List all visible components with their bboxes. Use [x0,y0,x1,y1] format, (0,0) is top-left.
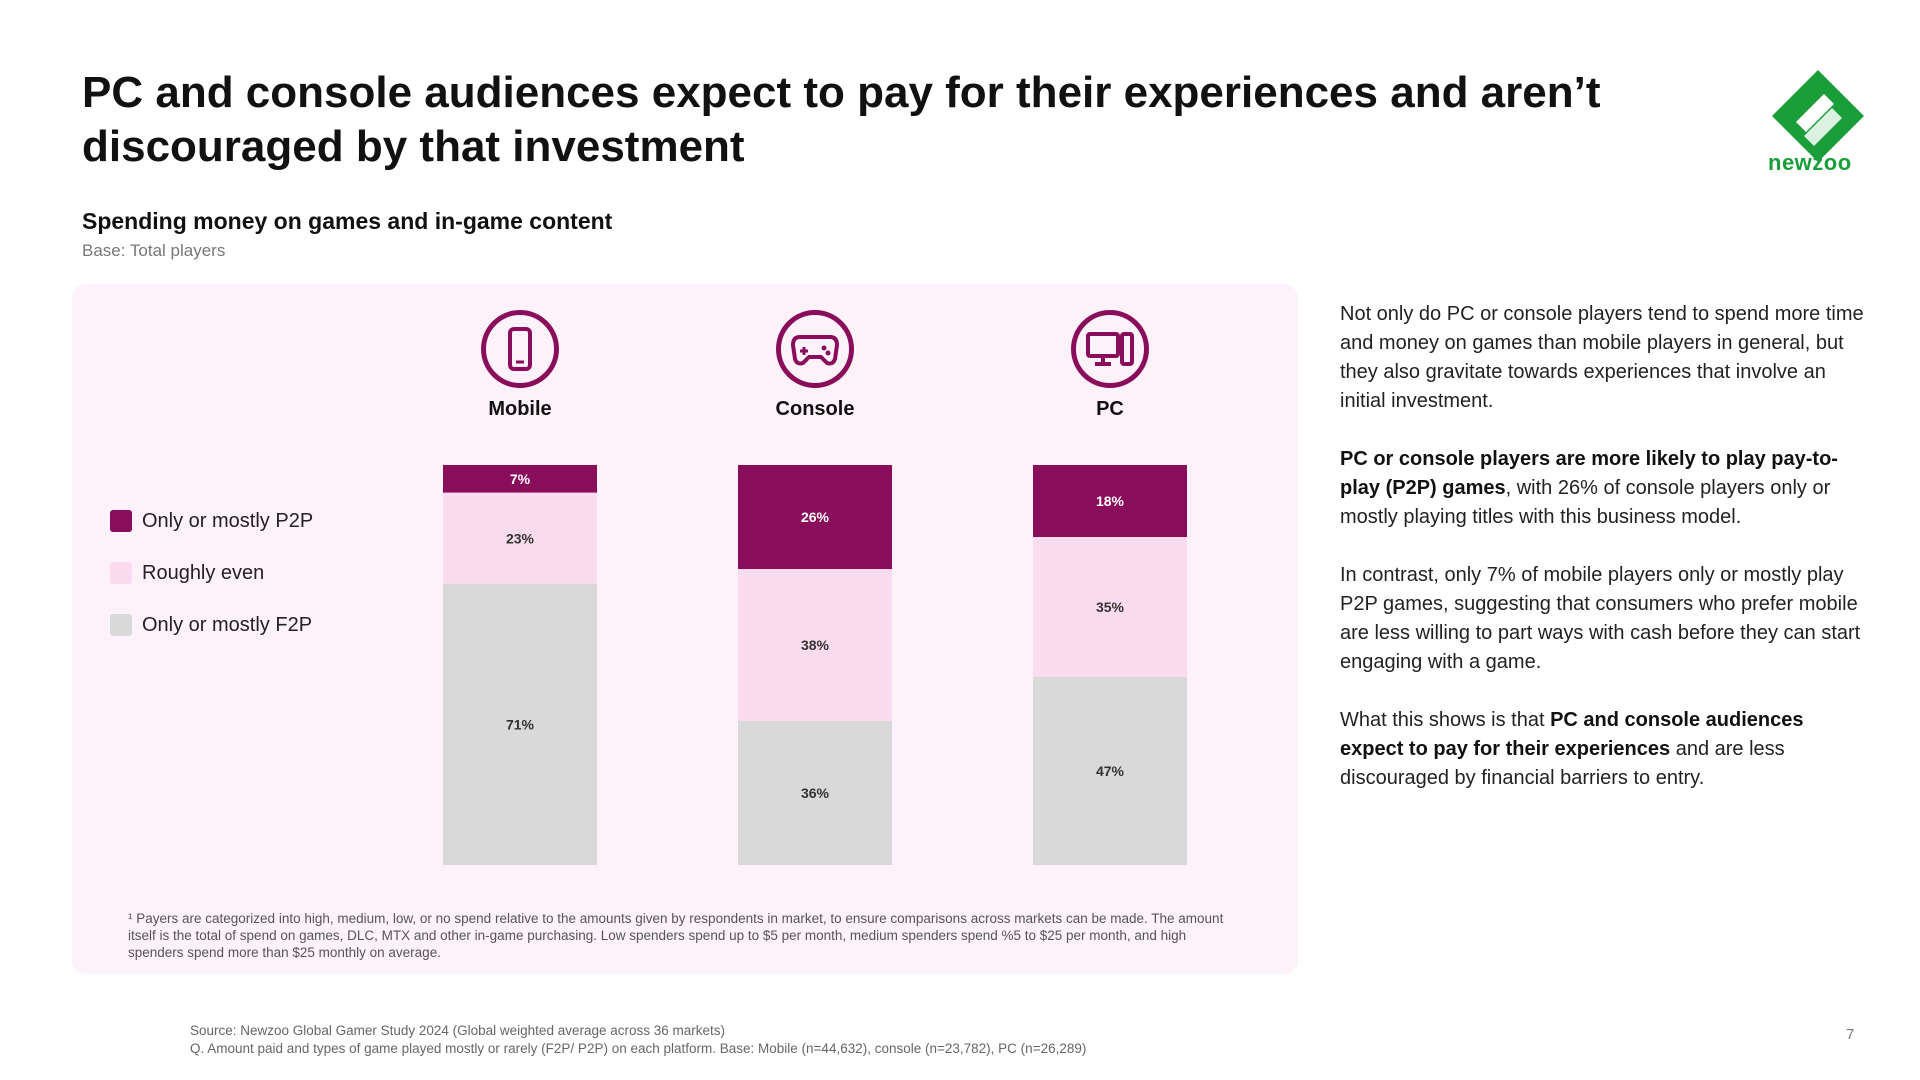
platform-label: Console [775,398,855,420]
gamepad-icon [776,310,854,388]
data-label: 26% [801,509,830,525]
smartphone-icon [481,310,559,388]
data-label: 71% [506,716,535,732]
bar-segment-console-f2p [738,721,892,865]
bar-segment-console-even [738,569,892,721]
commentary-paragraph: What this shows is that PC and console a… [1340,706,1870,793]
legend-swatch [110,614,132,636]
bar-segment-pc-p2p [1033,465,1187,537]
data-label: 35% [1096,599,1125,615]
commentary-text: , with 26% of console players only or mo… [1340,477,1831,528]
platform-label: PC [1096,398,1124,420]
commentary-bold: PC or console players are more likely to… [1340,448,1838,499]
chart-base-note: Base: Total players [82,241,226,260]
legend-item-p2p: Only or mostly P2P [110,510,313,532]
legend-swatch [110,562,132,584]
bar-segment-pc-f2p [1033,677,1187,865]
commentary-paragraph: In contrast, only 7% of mobile players o… [1340,564,1861,673]
platform-pc: PC [1030,310,1190,421]
question-line: Q. Amount paid and types of game played … [190,1041,1087,1056]
data-label: 23% [506,530,535,546]
chart-legend: Only or mostly P2P Roughly even Only or … [110,510,313,666]
legend-item-even: Roughly even [110,562,313,584]
commentary-paragraph: Not only do PC or console players tend t… [1340,303,1864,412]
legend-label: Only or mostly P2P [142,509,314,532]
platform-console: Console [735,310,895,421]
bar-segment-mobile-p2p [443,465,597,493]
commentary-bold: PC and console audiences expect to pay f… [1340,709,1804,760]
data-label: 36% [801,785,830,801]
source-note: Source: Newzoo Global Gamer Study 2024 (… [190,1022,1086,1058]
platform-mobile: Mobile [440,310,600,421]
data-label: 47% [1096,763,1125,779]
legend-item-f2p: Only or mostly F2P [110,614,313,636]
legend-label: Only or mostly F2P [142,613,313,636]
data-label: 18% [1096,493,1125,509]
commentary-paragraph: PC or console players are more likely to… [1340,445,1870,532]
bar-segment-mobile-even [443,492,597,584]
legend-swatch [110,510,132,532]
commentary-text: and are less discouraged by financial ba… [1340,738,1785,789]
platform-label: Mobile [488,398,552,420]
commentary-text: What this shows is that [1340,709,1551,731]
footnote: ¹ Payers are categorized into high, medi… [128,911,1224,960]
legend-label: Roughly even [142,561,265,584]
data-label: 38% [801,637,830,653]
logo-wordmark: newzoo [1768,150,1852,175]
chart-subtitle: Spending money on games and in-game cont… [82,208,613,234]
page-number: 7 [1846,1026,1855,1043]
data-label: 7% [510,471,531,487]
newzoo-logo-icon [1772,70,1864,162]
source-line: Source: Newzoo Global Gamer Study 2024 (… [190,1023,726,1038]
bar-segment-pc-even [1033,537,1187,677]
bar-segment-mobile-f2p [443,583,597,865]
bar-segment-console-p2p [738,465,892,569]
page-title: PC and console audiences expect to pay f… [82,68,1601,171]
desktop-pc-icon [1071,310,1149,388]
commentary: Not only do PC or console players tend t… [1340,300,1870,822]
